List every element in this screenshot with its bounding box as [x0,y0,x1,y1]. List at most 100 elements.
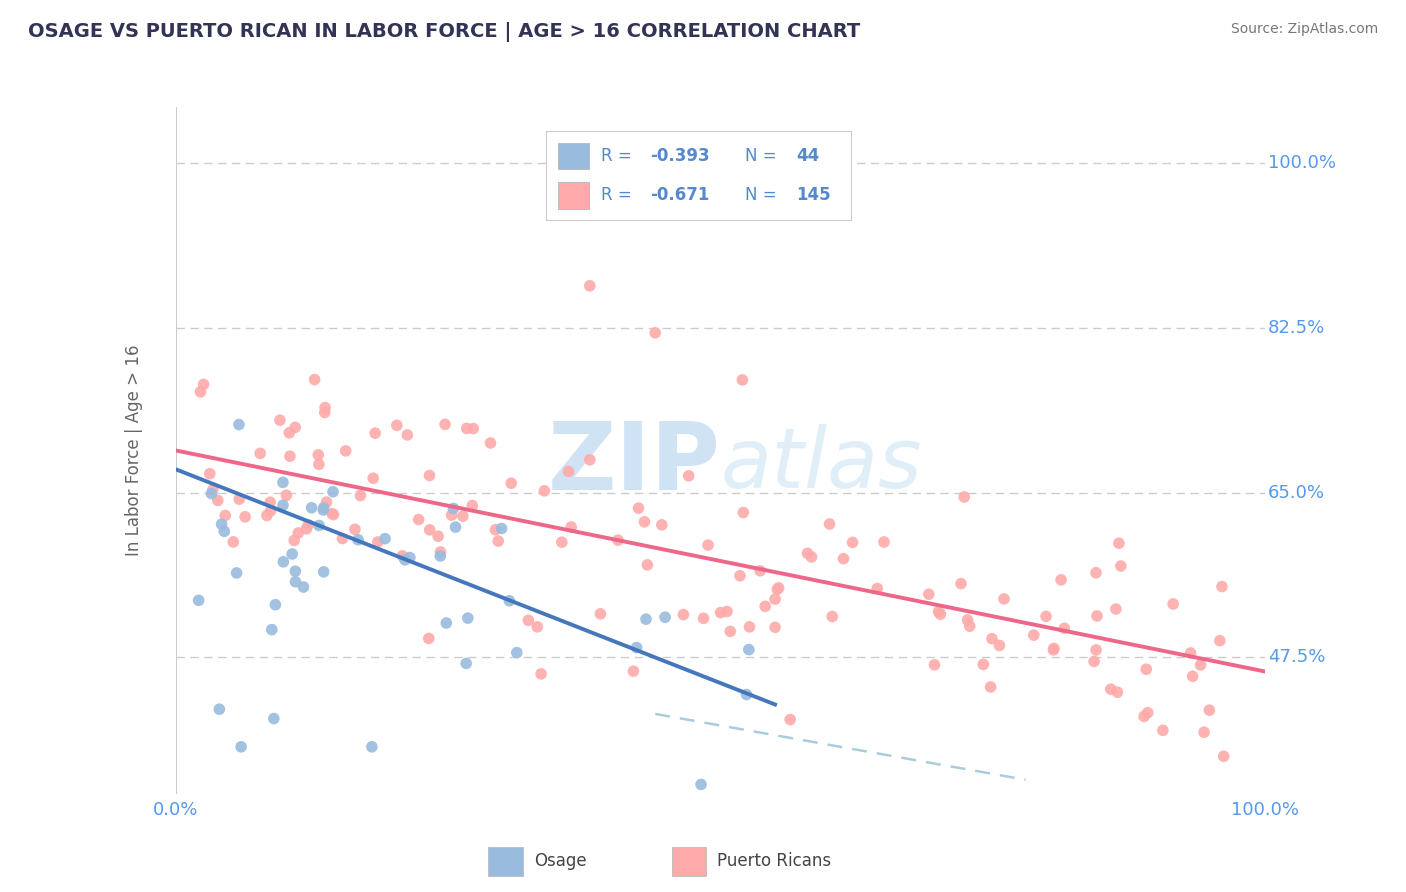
Text: In Labor Force | Age > 16: In Labor Force | Age > 16 [125,344,143,557]
Point [690,777,713,791]
Text: 100.0%: 100.0% [1232,801,1299,820]
Point [981,632,1004,646]
Point [233,509,256,524]
Point [1022,628,1045,642]
Point [710,606,733,620]
Point [264,598,287,612]
Point [1050,573,1073,587]
Point [1099,682,1122,697]
Point [451,509,474,524]
Point [866,582,889,596]
Point [394,553,416,567]
Point [1107,685,1129,699]
FancyBboxPatch shape [672,847,706,876]
Point [283,533,305,548]
Point [972,657,994,672]
Point [728,569,751,583]
Point [644,326,666,340]
Text: R =: R = [602,147,637,165]
Point [1042,643,1064,657]
Point [321,507,343,521]
Point [304,373,326,387]
Point [517,613,540,627]
Point [312,500,335,515]
Point [1161,597,1184,611]
Point [873,535,896,549]
Point [1211,580,1233,594]
Point [621,664,644,678]
Point [408,512,430,526]
Point [308,458,330,472]
Point [434,417,457,432]
Point [626,640,648,655]
Point [307,448,329,462]
Point [1085,609,1108,624]
Point [579,278,602,293]
Text: 47.5%: 47.5% [1268,648,1324,666]
Point [491,521,513,535]
Point [385,418,408,433]
Point [841,535,863,549]
Point [249,446,271,460]
Point [297,517,319,532]
Point [1192,725,1215,739]
Point [457,611,479,625]
Point [821,609,844,624]
Point [956,613,979,627]
Point [312,565,335,579]
Point [718,624,741,639]
Point [295,522,318,536]
Point [654,610,676,624]
Point [271,475,294,490]
Point [779,713,801,727]
Point [322,484,344,499]
Point [374,532,396,546]
Point [633,515,655,529]
Point [749,564,772,578]
Text: ZIP: ZIP [548,418,721,510]
Point [364,426,387,441]
Point [284,564,307,578]
Point [444,520,467,534]
Point [1108,536,1130,550]
Point [315,495,337,509]
Point [260,623,283,637]
Point [278,425,301,440]
Point [738,642,761,657]
Text: Source: ZipAtlas.com: Source: ZipAtlas.com [1230,22,1378,37]
Point [733,506,755,520]
Point [589,607,612,621]
Point [456,657,478,671]
Point [678,468,700,483]
Point [312,503,335,517]
Point [484,523,506,537]
Point [1198,703,1220,717]
Point [228,492,250,507]
Point [796,546,818,560]
Point [418,468,440,483]
Point [281,547,304,561]
Point [1083,655,1105,669]
Point [231,739,253,754]
Point [201,483,224,497]
FancyBboxPatch shape [488,847,523,876]
Point [579,452,602,467]
Point [278,449,301,463]
Point [479,436,502,450]
Point [766,582,789,597]
Point [1136,706,1159,720]
FancyBboxPatch shape [558,143,589,169]
Point [284,420,307,434]
Point [276,488,298,502]
Point [287,525,309,540]
Text: Puerto Ricans: Puerto Ricans [717,852,831,870]
Point [530,666,553,681]
Point [259,495,281,509]
Point [1209,633,1232,648]
Point [1085,643,1108,657]
Point [441,501,464,516]
Point [461,499,484,513]
Point [731,373,754,387]
Point [557,465,579,479]
Point [1135,662,1157,676]
